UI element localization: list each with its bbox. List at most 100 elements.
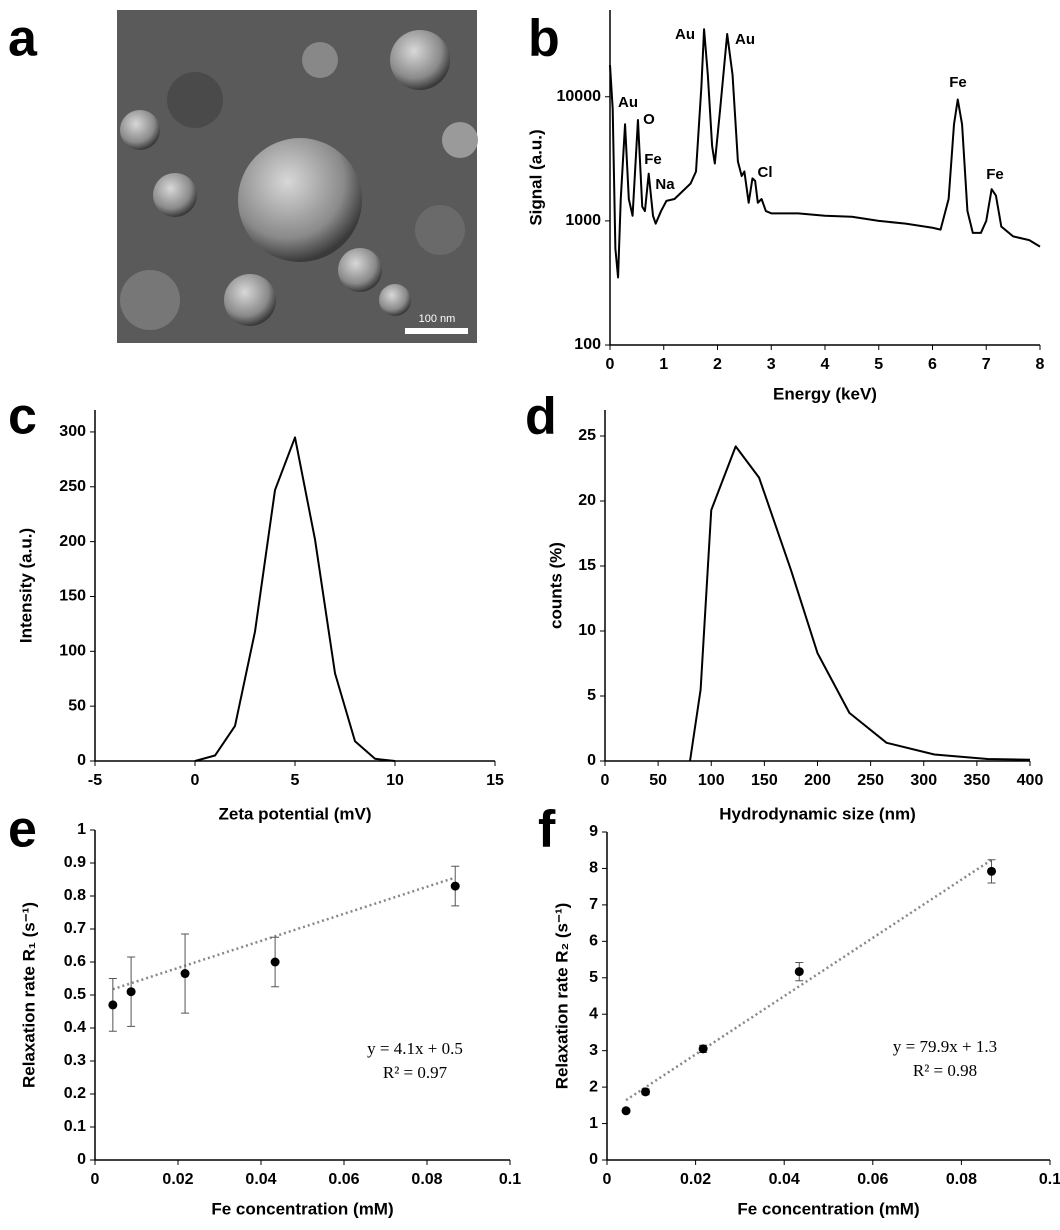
x-axis-title: Fe concentration (mM) bbox=[737, 1199, 919, 1218]
peak-label: Fe bbox=[644, 151, 662, 168]
x-tick-label: 0 bbox=[606, 356, 615, 373]
y-tick-label: 8 bbox=[589, 860, 598, 877]
y-tick-label: 1 bbox=[77, 821, 86, 838]
y-tick-label: 1 bbox=[589, 1115, 598, 1132]
x-axis-title: Hydrodynamic size (nm) bbox=[719, 804, 916, 823]
x-tick-label: 0.02 bbox=[162, 1171, 193, 1188]
trendline-r2: R² = 0.97 bbox=[383, 1063, 448, 1082]
x-tick-label: 0.06 bbox=[328, 1171, 359, 1188]
axes bbox=[604, 410, 1030, 762]
y-axis-title: Relaxation rate R₂ (s⁻¹) bbox=[552, 903, 571, 1090]
x-tick-label: 0.08 bbox=[411, 1171, 442, 1188]
x-tick-label: 0 bbox=[91, 1171, 100, 1188]
axes bbox=[94, 410, 495, 762]
x-tick-label: 5 bbox=[874, 356, 883, 373]
data-line bbox=[689, 445, 1031, 762]
data-point bbox=[180, 969, 190, 979]
panel-label: a bbox=[8, 10, 38, 68]
scale-bar-label: 100 nm bbox=[419, 313, 456, 325]
panel-label: c bbox=[8, 388, 37, 446]
data-point bbox=[641, 1087, 651, 1097]
y-tick-label: 0.9 bbox=[64, 854, 86, 871]
y-tick-label: 5 bbox=[587, 687, 596, 704]
x-tick-label: 15 bbox=[486, 772, 504, 789]
y-tick-label: 3 bbox=[589, 1042, 598, 1059]
x-tick-label: 0.04 bbox=[769, 1171, 800, 1188]
x-tick-label: 200 bbox=[804, 772, 831, 789]
y-tick-label: 150 bbox=[59, 588, 86, 605]
y-tick-label: 0.2 bbox=[64, 1085, 86, 1102]
x-tick-label: 0.04 bbox=[245, 1171, 276, 1188]
peak-label: Fe bbox=[949, 74, 967, 91]
y-tick-label: 5 bbox=[589, 969, 598, 986]
x-tick-label: 10 bbox=[386, 772, 404, 789]
y-tick-label: 1000 bbox=[565, 212, 601, 229]
peak-label: Au bbox=[735, 31, 755, 48]
y-tick-label: 9 bbox=[589, 823, 598, 840]
x-tick-label: 400 bbox=[1017, 772, 1044, 789]
y-tick-label: 200 bbox=[59, 533, 86, 550]
x-tick-label: 5 bbox=[291, 772, 300, 789]
data-point bbox=[621, 1106, 631, 1116]
x-tick-label: 1 bbox=[659, 356, 668, 373]
trendline-equation: y = 4.1x + 0.5 bbox=[367, 1039, 463, 1058]
x-tick-label: 0 bbox=[603, 1171, 612, 1188]
y-tick-label: 0.7 bbox=[64, 920, 86, 937]
axes bbox=[94, 830, 510, 1161]
data-line bbox=[609, 28, 1041, 279]
x-axis-title: Energy (keV) bbox=[773, 384, 877, 403]
x-tick-label: 100 bbox=[698, 772, 725, 789]
x-axis-title: Fe concentration (mM) bbox=[211, 1199, 393, 1218]
data-point bbox=[270, 957, 280, 967]
peak-label: O bbox=[643, 111, 655, 128]
y-tick-label: 0.1 bbox=[64, 1118, 86, 1135]
peak-label: Cl bbox=[758, 164, 773, 181]
data-point bbox=[987, 866, 997, 876]
data-point bbox=[794, 967, 804, 977]
x-tick-label: 0 bbox=[601, 772, 610, 789]
trendline-r2: R² = 0.98 bbox=[913, 1061, 977, 1080]
x-tick-label: 300 bbox=[910, 772, 937, 789]
y-tick-label: 0.5 bbox=[64, 986, 86, 1003]
y-tick-label: 0.6 bbox=[64, 953, 86, 970]
y-tick-label: 0.8 bbox=[64, 887, 86, 904]
panel-label: d bbox=[525, 388, 557, 446]
y-tick-label: 6 bbox=[589, 933, 598, 950]
axes bbox=[606, 832, 1050, 1161]
data-point bbox=[108, 1000, 118, 1010]
x-tick-label: 4 bbox=[821, 356, 830, 373]
x-tick-label: 150 bbox=[751, 772, 778, 789]
data-point bbox=[450, 881, 460, 891]
y-tick-label: 0 bbox=[589, 1151, 598, 1168]
y-axis-title: Signal (a.u.) bbox=[526, 129, 545, 225]
peak-label: Au bbox=[618, 94, 638, 111]
x-tick-label: 0.1 bbox=[499, 1171, 521, 1188]
x-tick-label: 250 bbox=[857, 772, 884, 789]
x-tick-label: 7 bbox=[982, 356, 991, 373]
sem-image: 100 nm bbox=[117, 10, 478, 343]
x-tick-label: -5 bbox=[88, 772, 102, 789]
x-tick-label: 50 bbox=[649, 772, 667, 789]
y-tick-label: 4 bbox=[589, 1005, 598, 1022]
x-tick-label: 6 bbox=[928, 356, 937, 373]
y-tick-label: 300 bbox=[59, 423, 86, 440]
y-axis-title: counts (%) bbox=[546, 542, 565, 629]
y-tick-label: 250 bbox=[59, 478, 86, 495]
x-tick-label: 0.06 bbox=[857, 1171, 888, 1188]
data-line bbox=[194, 436, 396, 762]
y-axis-title: Intensity (a.u.) bbox=[16, 528, 35, 643]
y-tick-label: 7 bbox=[589, 896, 598, 913]
trendline-equation: y = 79.9x + 1.3 bbox=[893, 1037, 997, 1056]
y-tick-label: 0.4 bbox=[64, 1019, 86, 1036]
data-point bbox=[698, 1044, 708, 1054]
y-tick-label: 0.3 bbox=[64, 1052, 86, 1069]
y-tick-label: 100 bbox=[574, 336, 601, 353]
x-tick-label: 2 bbox=[713, 356, 722, 373]
x-tick-label: 0 bbox=[191, 772, 200, 789]
x-tick-label: 0.1 bbox=[1039, 1171, 1060, 1188]
x-tick-label: 350 bbox=[964, 772, 991, 789]
y-tick-label: 0 bbox=[587, 752, 596, 769]
data-point bbox=[126, 987, 136, 997]
y-tick-label: 10000 bbox=[557, 88, 602, 105]
